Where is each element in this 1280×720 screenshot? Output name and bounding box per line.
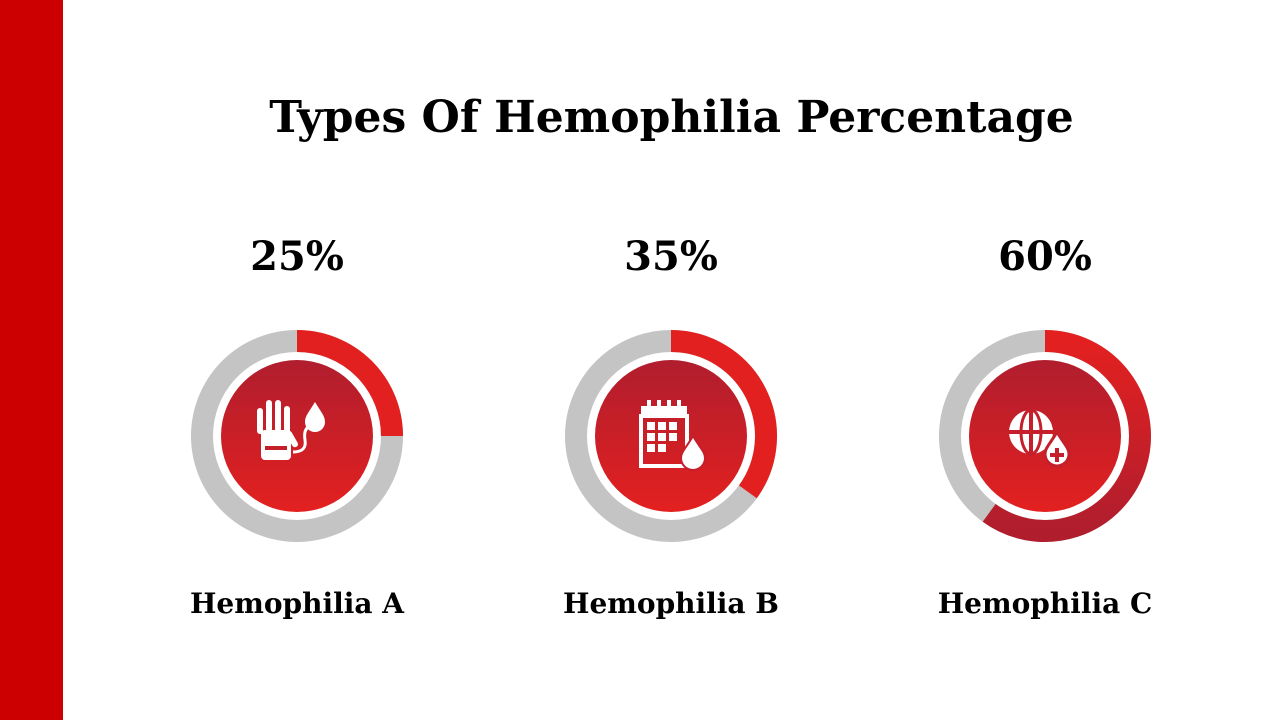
chart-item-hemophilia-b: 35% [541, 225, 801, 645]
chart-item-hemophilia-a: 25% [167, 225, 427, 645]
calendar-blood-drop-icon [639, 400, 707, 471]
donut-chart [565, 330, 777, 542]
accent-side-bar [0, 0, 63, 720]
category-label: Hemophilia B [563, 587, 779, 620]
donut-center [221, 360, 373, 512]
donut-value-arc [982, 330, 1151, 542]
slide-title: Types Of Hemophilia Percentage [269, 92, 1074, 143]
hand-blood-drop-icon [257, 400, 325, 460]
percentage-label: 25% [250, 233, 344, 280]
donut-value-arc [296, 330, 403, 437]
percentage-label: 60% [998, 233, 1092, 280]
donut-chart [939, 330, 1151, 542]
percentage-label: 35% [624, 233, 718, 280]
category-label: Hemophilia C [937, 587, 1153, 620]
donut-value-arc [670, 330, 777, 499]
chart-item-hemophilia-c: 60% [915, 225, 1175, 645]
category-label: Hemophilia A [189, 587, 405, 620]
donut-chart [191, 330, 403, 542]
globe-medical-drop-icon [1009, 408, 1071, 468]
